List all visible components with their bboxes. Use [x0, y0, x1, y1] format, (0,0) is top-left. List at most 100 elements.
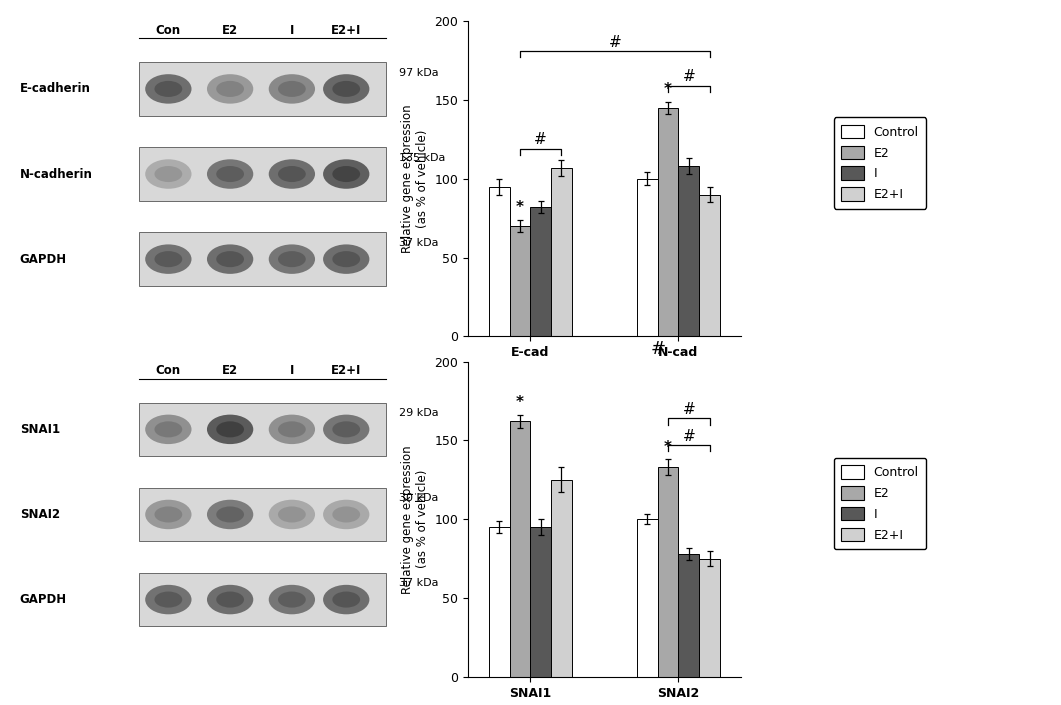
- Text: 37 kDa: 37 kDa: [400, 579, 439, 589]
- Ellipse shape: [155, 591, 182, 608]
- Bar: [699, 558, 720, 677]
- Bar: [509, 422, 530, 677]
- Ellipse shape: [216, 251, 244, 267]
- Ellipse shape: [216, 506, 244, 522]
- Ellipse shape: [207, 74, 254, 104]
- Ellipse shape: [278, 166, 306, 182]
- Text: Con: Con: [156, 24, 181, 37]
- Ellipse shape: [207, 245, 254, 274]
- Ellipse shape: [268, 500, 315, 529]
- Bar: [139, 572, 386, 626]
- Ellipse shape: [145, 415, 192, 444]
- Ellipse shape: [332, 506, 360, 522]
- Bar: [637, 179, 658, 336]
- Text: I: I: [290, 364, 294, 377]
- Ellipse shape: [155, 166, 182, 182]
- Ellipse shape: [145, 245, 192, 274]
- Bar: [139, 233, 386, 286]
- Text: E2+I: E2+I: [331, 24, 362, 37]
- Ellipse shape: [268, 74, 315, 104]
- Y-axis label: Relative gene expression
(as % of vehicle): Relative gene expression (as % of vehicl…: [401, 445, 429, 594]
- Ellipse shape: [323, 500, 369, 529]
- Bar: [139, 488, 386, 541]
- Ellipse shape: [207, 159, 254, 189]
- Ellipse shape: [323, 74, 369, 104]
- Text: N-cadherin: N-cadherin: [20, 168, 92, 180]
- Text: E2: E2: [222, 364, 238, 377]
- Legend: Control, E2, I, E2+I: Control, E2, I, E2+I: [834, 117, 926, 209]
- Text: E2+I: E2+I: [331, 364, 362, 377]
- Bar: [678, 554, 699, 677]
- Ellipse shape: [323, 585, 369, 614]
- Bar: [139, 62, 386, 116]
- Bar: [530, 207, 551, 336]
- Text: *: *: [664, 82, 672, 97]
- Bar: [551, 480, 572, 677]
- Ellipse shape: [216, 422, 244, 437]
- Bar: [489, 187, 509, 336]
- Bar: [699, 195, 720, 336]
- Text: Con: Con: [156, 364, 181, 377]
- Bar: [530, 527, 551, 677]
- Ellipse shape: [145, 74, 192, 104]
- Ellipse shape: [332, 591, 360, 608]
- Bar: [489, 527, 509, 677]
- Y-axis label: Relative gene expression
(as % of vehicle): Relative gene expression (as % of vehicl…: [401, 104, 429, 253]
- Ellipse shape: [155, 506, 182, 522]
- Text: #: #: [682, 429, 695, 443]
- Ellipse shape: [216, 81, 244, 97]
- Ellipse shape: [332, 81, 360, 97]
- Ellipse shape: [268, 415, 315, 444]
- Text: *: *: [516, 396, 524, 410]
- Ellipse shape: [207, 415, 254, 444]
- Ellipse shape: [332, 422, 360, 437]
- Ellipse shape: [207, 585, 254, 614]
- Ellipse shape: [332, 166, 360, 182]
- Text: 97 kDa: 97 kDa: [400, 68, 439, 78]
- Ellipse shape: [323, 159, 369, 189]
- Bar: [678, 166, 699, 336]
- Legend: Control, E2, I, E2+I: Control, E2, I, E2+I: [834, 458, 926, 549]
- Bar: [139, 403, 386, 456]
- Ellipse shape: [216, 166, 244, 182]
- Ellipse shape: [268, 585, 315, 614]
- Text: SNAI2: SNAI2: [20, 508, 59, 521]
- Ellipse shape: [155, 251, 182, 267]
- Text: *: *: [516, 200, 524, 215]
- Bar: [637, 519, 658, 677]
- Text: #: #: [535, 133, 547, 147]
- Ellipse shape: [155, 81, 182, 97]
- Ellipse shape: [145, 585, 192, 614]
- Ellipse shape: [278, 422, 306, 437]
- Text: GAPDH: GAPDH: [20, 252, 67, 266]
- Bar: [139, 147, 386, 201]
- Bar: [509, 226, 530, 336]
- Ellipse shape: [278, 506, 306, 522]
- Bar: [551, 168, 572, 336]
- Text: #: #: [682, 402, 695, 417]
- Text: 135 kDa: 135 kDa: [400, 153, 446, 163]
- Text: SNAI1: SNAI1: [20, 423, 59, 436]
- Text: #: #: [608, 35, 621, 49]
- Bar: [658, 108, 678, 336]
- Text: #: #: [682, 69, 695, 84]
- Ellipse shape: [207, 500, 254, 529]
- Ellipse shape: [278, 251, 306, 267]
- Ellipse shape: [145, 500, 192, 529]
- Ellipse shape: [278, 591, 306, 608]
- Ellipse shape: [323, 415, 369, 444]
- Ellipse shape: [268, 245, 315, 274]
- Ellipse shape: [216, 591, 244, 608]
- Bar: [658, 467, 678, 677]
- Ellipse shape: [278, 81, 306, 97]
- Ellipse shape: [268, 159, 315, 189]
- Text: *: *: [664, 440, 672, 455]
- Text: 30 kDa: 30 kDa: [400, 493, 439, 503]
- Text: #: #: [650, 340, 665, 358]
- Ellipse shape: [323, 245, 369, 274]
- Text: 29 kDa: 29 kDa: [400, 408, 439, 418]
- Text: E2: E2: [222, 24, 238, 37]
- Ellipse shape: [332, 251, 360, 267]
- Ellipse shape: [145, 159, 192, 189]
- Text: E-cadherin: E-cadherin: [20, 82, 90, 95]
